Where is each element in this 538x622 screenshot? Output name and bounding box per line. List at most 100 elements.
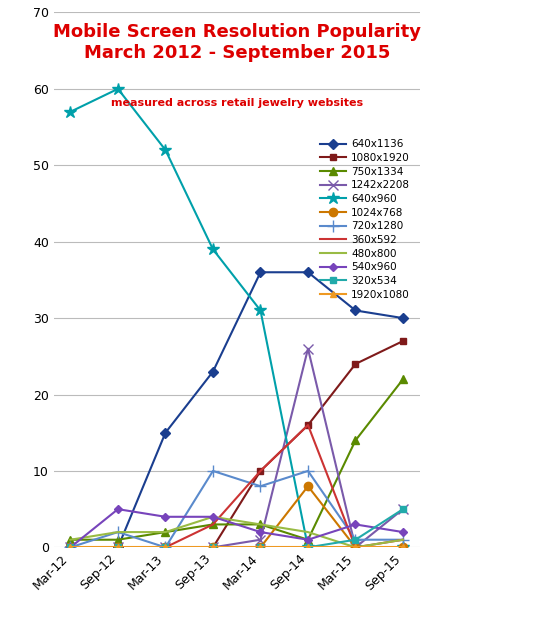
- 1920x1080: [257, 544, 264, 551]
- 640x960: [400, 544, 406, 551]
- 320x534: [115, 544, 121, 551]
- 360x592: [210, 521, 216, 528]
- 640x960: [67, 108, 74, 116]
- 480x800: [257, 521, 264, 528]
- Line: 750x1334: 750x1334: [66, 375, 407, 544]
- 640x1136: [162, 429, 169, 437]
- 320x534: [352, 536, 359, 544]
- Line: 1024x768: 1024x768: [66, 482, 407, 552]
- Text: measured across retail jewelry websites: measured across retail jewelry websites: [111, 98, 363, 108]
- Line: 320x534: 320x534: [68, 506, 406, 550]
- 320x534: [67, 544, 74, 551]
- 480x800: [400, 536, 406, 544]
- 360x592: [67, 544, 74, 551]
- 1024x768: [162, 544, 169, 551]
- 640x1136: [305, 269, 311, 276]
- 750x1334: [210, 521, 216, 528]
- 320x534: [257, 544, 264, 551]
- 360x592: [162, 544, 169, 551]
- Line: 480x800: 480x800: [70, 517, 403, 547]
- 480x800: [210, 513, 216, 521]
- 640x1136: [67, 544, 74, 551]
- 1024x768: [210, 544, 216, 551]
- 360x592: [305, 421, 311, 429]
- 480x800: [352, 544, 359, 551]
- 750x1334: [305, 536, 311, 544]
- 1242x2208: [210, 544, 216, 551]
- 750x1334: [162, 528, 169, 536]
- 640x1136: [400, 314, 406, 322]
- 750x1334: [67, 536, 74, 544]
- 360x592: [257, 467, 264, 475]
- 1080x1920: [162, 544, 169, 551]
- 1920x1080: [115, 544, 121, 551]
- 540x960: [305, 536, 311, 544]
- 640x960: [115, 85, 121, 93]
- 1920x1080: [305, 544, 311, 551]
- 1080x1920: [257, 467, 264, 475]
- 1080x1920: [67, 544, 74, 551]
- 1024x768: [67, 544, 74, 551]
- Line: 1080x1920: 1080x1920: [67, 338, 407, 551]
- 540x960: [400, 528, 406, 536]
- Line: 360x592: 360x592: [70, 425, 403, 547]
- 1080x1920: [115, 544, 121, 551]
- 750x1334: [257, 521, 264, 528]
- 720x1280: [162, 544, 169, 551]
- 540x960: [257, 528, 264, 536]
- 640x960: [305, 544, 311, 551]
- 720x1280: [305, 467, 311, 475]
- 640x1136: [115, 544, 121, 551]
- 1242x2208: [162, 544, 169, 551]
- 1080x1920: [352, 360, 359, 368]
- Line: 640x1136: 640x1136: [67, 269, 407, 551]
- 480x800: [162, 528, 169, 536]
- 640x960: [352, 544, 359, 551]
- Line: 1920x1080: 1920x1080: [67, 544, 407, 551]
- 480x800: [305, 528, 311, 536]
- 1242x2208: [305, 345, 311, 353]
- 1242x2208: [400, 506, 406, 513]
- 320x534: [400, 506, 406, 513]
- 640x1136: [257, 269, 264, 276]
- 1024x768: [115, 544, 121, 551]
- 720x1280: [257, 483, 264, 490]
- 540x960: [67, 544, 74, 551]
- 720x1280: [115, 528, 121, 536]
- Line: 720x1280: 720x1280: [65, 465, 408, 553]
- 720x1280: [210, 467, 216, 475]
- 1024x768: [305, 483, 311, 490]
- 1242x2208: [67, 544, 74, 551]
- 1242x2208: [115, 544, 121, 551]
- 1920x1080: [162, 544, 169, 551]
- 1920x1080: [67, 544, 74, 551]
- 480x800: [67, 536, 74, 544]
- 640x960: [210, 246, 216, 253]
- 1920x1080: [400, 544, 406, 551]
- 320x534: [162, 544, 169, 551]
- 540x960: [115, 506, 121, 513]
- 1920x1080: [352, 544, 359, 551]
- 720x1280: [67, 544, 74, 551]
- 1080x1920: [305, 421, 311, 429]
- 480x800: [115, 528, 121, 536]
- 1024x768: [400, 544, 406, 551]
- 360x592: [400, 536, 406, 544]
- Line: 540x960: 540x960: [68, 506, 406, 550]
- Line: 640x960: 640x960: [64, 83, 409, 554]
- 720x1280: [400, 536, 406, 544]
- 540x960: [210, 513, 216, 521]
- 1024x768: [257, 544, 264, 551]
- Legend: 640x1136, 1080x1920, 750x1334, 1242x2208, 640x960, 1024x768, 720x1280, 360x592, : 640x1136, 1080x1920, 750x1334, 1242x2208…: [316, 136, 414, 304]
- 1920x1080: [210, 544, 216, 551]
- 360x592: [115, 544, 121, 551]
- 540x960: [352, 521, 359, 528]
- 750x1334: [115, 536, 121, 544]
- 360x592: [352, 544, 359, 551]
- 320x534: [305, 544, 311, 551]
- 320x534: [210, 544, 216, 551]
- 1242x2208: [352, 544, 359, 551]
- 1080x1920: [400, 337, 406, 345]
- 1080x1920: [210, 544, 216, 551]
- 640x960: [162, 146, 169, 154]
